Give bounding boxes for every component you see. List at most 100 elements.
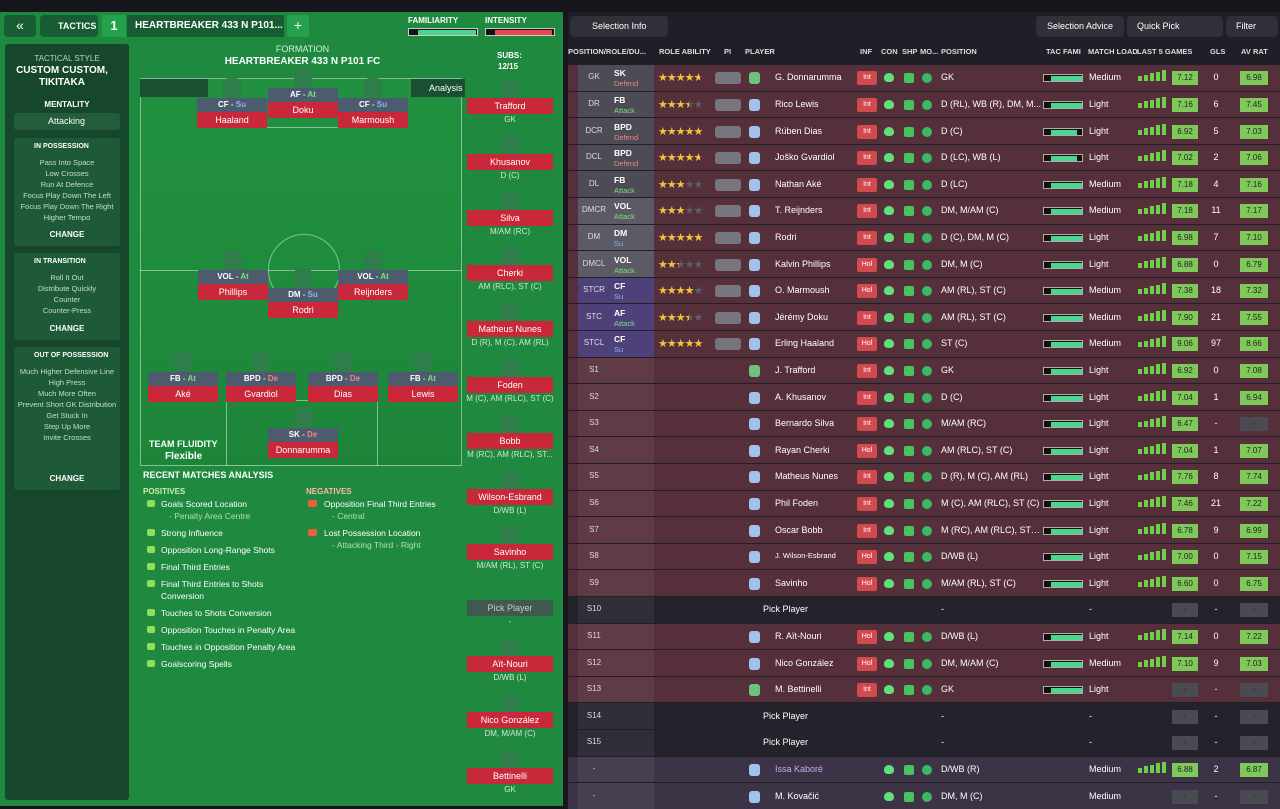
column-header[interactable]: LAST 5 GAMES — [1137, 47, 1193, 56]
change-button[interactable]: CHANGE — [49, 230, 85, 239]
sub-name[interactable]: Khusanov — [467, 153, 553, 170]
selection-advice[interactable]: Selection Advice — [1036, 16, 1124, 37]
mentality-select[interactable]: Attacking — [14, 113, 120, 130]
sub-name[interactable]: Cherki — [467, 265, 553, 282]
column-header[interactable]: POSITION — [941, 47, 977, 56]
player-name[interactable]: Rodri — [268, 302, 338, 318]
player-name[interactable]: Pick Player — [763, 604, 809, 615]
pitch-tools[interactable] — [140, 79, 208, 97]
column-header[interactable]: MO... — [920, 47, 939, 56]
column-header[interactable]: INF — [860, 47, 873, 56]
filter[interactable]: Filter — [1226, 16, 1278, 37]
player-name[interactable]: O. Marmoush — [775, 285, 830, 296]
player-name[interactable]: Aké — [148, 386, 218, 402]
player-name[interactable]: T. Reijnders — [775, 205, 823, 216]
player-name[interactable]: Nico González — [775, 657, 834, 668]
column-header[interactable]: POSITION/ROLE/DU... — [568, 47, 646, 56]
average-rating: 6.75 — [1240, 576, 1268, 591]
selection-info[interactable]: Selection Info — [570, 16, 668, 37]
player-name[interactable]: R. Aït-Nouri — [775, 630, 822, 641]
tactic-number[interactable]: 1 — [102, 15, 126, 37]
player-name[interactable]: Pick Player — [763, 710, 809, 721]
table-row[interactable] — [568, 597, 1280, 623]
positive-text: Opposition Touches in Penalty Area — [161, 625, 296, 635]
player-name[interactable]: Kalvin Phillips — [775, 258, 831, 269]
back-button[interactable]: « — [4, 15, 36, 37]
player-name[interactable]: Rodri — [775, 231, 797, 242]
player-name[interactable]: Phillips — [198, 284, 268, 300]
tactic-name[interactable]: HEARTBREAKER 433 N P101... — [127, 15, 284, 37]
column-header[interactable]: ROLE ABILITY — [659, 47, 711, 56]
sub-name[interactable]: Pick Player — [467, 600, 553, 617]
table-row[interactable] — [568, 703, 1280, 729]
sub-name[interactable]: Silva — [467, 209, 553, 226]
player-name[interactable]: Rúben Dias — [775, 125, 823, 136]
player-name[interactable]: Marmoush — [338, 112, 408, 128]
player-name[interactable]: Lewis — [388, 386, 458, 402]
player-name[interactable]: Donnarumma — [268, 442, 338, 458]
sub-name[interactable]: Trafford — [467, 98, 553, 114]
change-button[interactable]: CHANGE — [49, 474, 85, 483]
player-name[interactable]: A. Khusanov — [775, 391, 827, 402]
player-name[interactable]: Pick Player — [763, 737, 809, 748]
tactical-style[interactable]: CUSTOM CUSTOM, TIKITAKA — [16, 65, 108, 88]
formation-name[interactable]: HEARTBREAKER 433 N P101 FC — [224, 56, 381, 67]
player-name[interactable]: Savinho — [775, 577, 808, 588]
player-name[interactable]: G. Donnarumma — [775, 72, 842, 83]
tactics-tab[interactable]: TACTICS — [40, 15, 98, 37]
sub-name[interactable]: Wilson-Esbrand — [467, 488, 553, 505]
sub-name[interactable]: Foden — [467, 377, 553, 393]
player-name[interactable]: Jérémy Doku — [775, 311, 829, 322]
player-name[interactable]: Nathan Aké — [775, 178, 822, 189]
player-name[interactable]: Rico Lewis — [775, 98, 819, 109]
table-row[interactable] — [568, 730, 1280, 756]
player-name[interactable]: Joško Gvardiol — [775, 152, 835, 163]
change-button[interactable]: CHANGE — [49, 324, 85, 333]
player-name[interactable]: Matheus Nunes — [775, 471, 839, 482]
player-name[interactable]: Oscar Bobb — [775, 524, 823, 535]
column-header[interactable]: PLAYER — [745, 47, 775, 56]
player-name[interactable]: Erling Haaland — [775, 338, 835, 349]
player-name[interactable]: M. Kovačić — [775, 790, 820, 801]
player-name[interactable]: Doku — [268, 102, 338, 118]
column-header[interactable]: MATCH LOAD — [1088, 47, 1138, 56]
sub-name[interactable]: Nico González — [467, 711, 553, 728]
player-name[interactable]: Reijnders — [338, 284, 408, 300]
sub-name[interactable]: Aït-Nouri — [467, 656, 553, 672]
column-header[interactable]: GLS — [1210, 47, 1226, 56]
sub-name[interactable]: Savinho — [467, 544, 553, 561]
player-name[interactable]: Haaland — [197, 112, 267, 128]
player-name[interactable]: Bernardo Silva — [775, 418, 835, 429]
sub-name[interactable]: Bettinelli — [467, 767, 553, 784]
player-name[interactable]: Phil Foden — [775, 497, 819, 508]
sub-name[interactable]: Bobb — [467, 432, 553, 449]
player-name[interactable]: Issa Kaboré — [775, 763, 824, 774]
sub-name[interactable]: Matheus Nunes — [467, 321, 553, 338]
player-name[interactable]: M. Bettinelli — [775, 684, 822, 695]
player-name[interactable]: Gvardiol — [226, 386, 296, 402]
column-header[interactable]: TAC FAMI — [1046, 47, 1081, 56]
column-header[interactable]: SHP — [902, 47, 918, 56]
player-name[interactable]: Dias — [308, 386, 378, 402]
analysis-button[interactable]: Analysis — [411, 79, 465, 97]
player-name[interactable]: J. Wilson-Esbrand — [775, 551, 836, 561]
analysis-title[interactable]: RECENT MATCHES ANALYSIS — [143, 470, 274, 480]
column-header[interactable]: CON — [881, 47, 898, 56]
column-header[interactable]: AV RAT — [1241, 47, 1268, 56]
column-header[interactable]: PI — [724, 47, 732, 56]
player-name[interactable]: Rayan Cherki — [775, 444, 830, 455]
add-tactic[interactable]: + — [287, 15, 309, 37]
quick-pick[interactable]: Quick Pick — [1127, 16, 1223, 37]
player-name[interactable]: J. Trafford — [775, 364, 816, 375]
